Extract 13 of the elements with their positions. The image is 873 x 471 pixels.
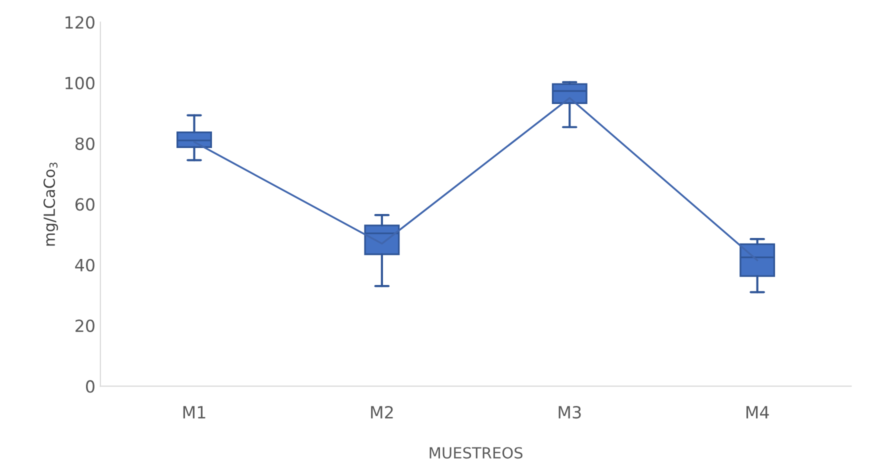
y-tick-label: 120 xyxy=(66,16,94,29)
y-axis-title: mg/LCaCo$_{3}$ xyxy=(44,162,58,246)
y-tick-label: 0 xyxy=(86,380,94,393)
x-axis-title: MUESTREOS xyxy=(430,447,522,459)
y-tick-label: 100 xyxy=(66,76,94,90)
y-tick-label: 60 xyxy=(75,198,94,211)
x-tick-label: M1 xyxy=(183,406,206,418)
y-tick-label: 20 xyxy=(76,320,94,332)
y-tick-label: 40 xyxy=(75,258,94,272)
x-tick-label: M4 xyxy=(746,406,769,418)
x-tick-label: M2 xyxy=(371,406,393,418)
x-tick-label: M3 xyxy=(558,406,581,419)
y-tick-label: 80 xyxy=(75,137,94,150)
